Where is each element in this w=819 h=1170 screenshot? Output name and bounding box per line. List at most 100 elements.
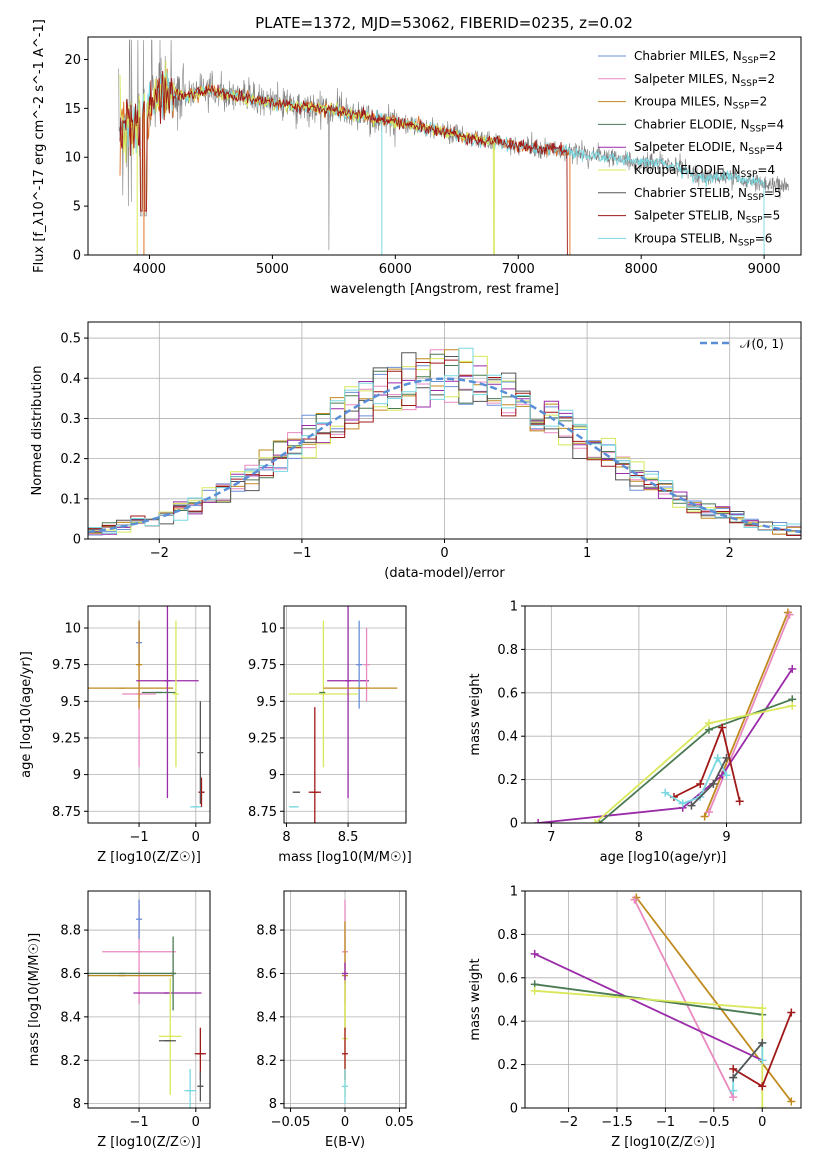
y-tick-label: 8.2 bbox=[256, 1054, 277, 1069]
axes-frame bbox=[87, 36, 802, 256]
y-tick-label: 8.4 bbox=[256, 1010, 277, 1025]
y-tick-label: 0.2 bbox=[497, 773, 518, 788]
weight-point bbox=[788, 701, 797, 710]
x-tick-label: 9 bbox=[722, 830, 730, 845]
legend-entry: Kroupa ELODIE, NSSP=4 bbox=[634, 163, 775, 180]
x-tick-label: 0 bbox=[192, 830, 200, 845]
legend-entry: Kroupa STELIB, NSSP=6 bbox=[634, 231, 772, 248]
plot-area bbox=[88, 606, 205, 808]
weight-point bbox=[729, 1064, 738, 1073]
weight-point bbox=[722, 753, 731, 762]
plot-area bbox=[530, 893, 796, 1108]
x-tick-label: 1 bbox=[583, 546, 591, 561]
axes-frame bbox=[524, 605, 802, 824]
y-tick-label: 9.25 bbox=[52, 731, 81, 746]
plot-area bbox=[534, 608, 797, 823]
weight-point bbox=[718, 723, 727, 732]
y-tick-label: 8.2 bbox=[60, 1054, 81, 1069]
y-tick-label: 9.25 bbox=[248, 731, 277, 746]
data-point bbox=[356, 620, 363, 709]
legend-entry: 𝒩(0, 1) bbox=[740, 337, 784, 351]
y-tick-label: 1 bbox=[510, 600, 518, 615]
weight-point bbox=[758, 1082, 767, 1091]
weight-point bbox=[709, 779, 718, 788]
y-tick-label: 8.75 bbox=[248, 805, 277, 820]
y-axis-label: Flux [f_λ10^-17 erg cm^-2 s^-1 A^-1] bbox=[32, 19, 47, 273]
y-tick-label: 0 bbox=[73, 249, 81, 264]
data-point bbox=[342, 1068, 348, 1104]
x-tick-label: 8000 bbox=[625, 262, 658, 277]
y-tick-label: 0.4 bbox=[497, 730, 518, 745]
mass-vs-metallicity-panel: −1 0 8 8.2 8.4 8.6 8.8 Z [log10(Z/Z☉)] mass [log… bbox=[27, 890, 211, 1150]
y-tick-label: 0 bbox=[510, 1102, 518, 1117]
x-axis-label: wavelength [Angstrom, rest frame] bbox=[330, 282, 559, 297]
y-tick-label: 0.4 bbox=[497, 1015, 518, 1030]
y-tick-label: 0.6 bbox=[497, 686, 518, 701]
x-axis-label: Z [log10(Z/Z☉)] bbox=[97, 1135, 201, 1150]
x-tick-label: −1 bbox=[129, 830, 148, 845]
plot-area bbox=[118, 39, 789, 255]
x-axis-label: E(B-V) bbox=[325, 1135, 365, 1150]
x-tick-label: −1.5 bbox=[601, 1115, 633, 1130]
y-tick-label: 8 bbox=[73, 1097, 81, 1112]
data-point bbox=[198, 777, 205, 807]
x-tick-label: −2 bbox=[559, 1115, 578, 1130]
x-tick-label: 8.5 bbox=[338, 830, 359, 845]
x-tick-label: 0 bbox=[341, 1115, 349, 1130]
weight-point bbox=[705, 808, 713, 817]
data-point bbox=[136, 899, 143, 939]
normal-curve bbox=[88, 377, 801, 534]
y-tick-label: 8.8 bbox=[60, 924, 81, 939]
legend-entry: Salpeter MILES, NSSP=2 bbox=[634, 72, 775, 89]
data-point bbox=[288, 620, 358, 768]
weight-point bbox=[661, 788, 670, 797]
x-tick-label: −1 bbox=[656, 1115, 675, 1130]
weight-series-line bbox=[635, 896, 793, 1103]
weight-point bbox=[735, 797, 744, 806]
x-tick-label: 7000 bbox=[502, 262, 535, 277]
x-axis-label: Z [log10(Z/Z☉)] bbox=[97, 850, 201, 865]
plot-area bbox=[288, 606, 398, 823]
x-tick-label: 0 bbox=[192, 1115, 200, 1130]
weight-point bbox=[729, 1086, 738, 1095]
plot-area bbox=[342, 899, 348, 1104]
x-axis-label: Z [log10(Z/Z☉)] bbox=[611, 1135, 715, 1150]
x-tick-label: −1 bbox=[292, 546, 311, 561]
weight-point bbox=[530, 986, 539, 995]
data-point bbox=[136, 620, 143, 709]
axes-frame bbox=[283, 605, 407, 824]
weight-series-line bbox=[732, 1042, 763, 1079]
legend: 𝒩(0, 1) bbox=[700, 337, 784, 351]
y-tick-label: 10 bbox=[64, 151, 81, 166]
x-tick-label: −2 bbox=[150, 546, 169, 561]
x-tick-label: −0.05 bbox=[271, 1115, 311, 1130]
legend-entry: Chabrier MILES, NSSP=2 bbox=[634, 49, 776, 66]
weight-point bbox=[705, 719, 713, 728]
y-tick-label: 15 bbox=[64, 102, 81, 117]
weight-series-line bbox=[708, 614, 791, 813]
x-axis-label: mass [log10(M/M☉)] bbox=[278, 850, 411, 865]
data-point bbox=[136, 606, 199, 799]
weight-point bbox=[713, 753, 722, 762]
legend-entry: Salpeter ELODIE, NSSP=4 bbox=[634, 140, 783, 157]
weight-point bbox=[696, 779, 705, 788]
y-tick-label: 0.3 bbox=[60, 412, 81, 427]
y-tick-label: 8.8 bbox=[256, 924, 277, 939]
axes-frame bbox=[87, 605, 211, 824]
x-tick-label: 0.05 bbox=[385, 1115, 414, 1130]
data-point bbox=[170, 936, 177, 1011]
legend-entry: Salpeter STELIB, NSSP=5 bbox=[634, 209, 780, 226]
x-tick-label: 6000 bbox=[379, 262, 412, 277]
weight-series-line bbox=[598, 698, 793, 823]
weight-point bbox=[758, 1104, 767, 1108]
y-tick-label: 8.4 bbox=[60, 1010, 81, 1025]
x-tick-label: 8 bbox=[282, 830, 290, 845]
y-tick-label: 0.2 bbox=[60, 452, 81, 467]
plot-area bbox=[88, 347, 801, 536]
y-axis-label: mass weight bbox=[468, 958, 483, 1040]
spectrum-title: PLATE=1372, MJD=53062, FIBERID=0235, z=0… bbox=[255, 14, 633, 32]
axes-frame bbox=[87, 321, 802, 540]
y-tick-label: 8.75 bbox=[52, 805, 81, 820]
y-tick-label: 0.5 bbox=[60, 332, 81, 347]
